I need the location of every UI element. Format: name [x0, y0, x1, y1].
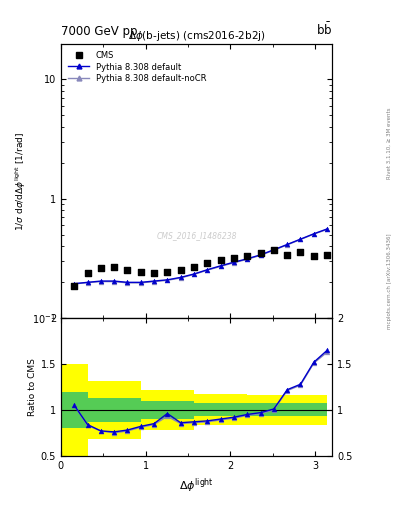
Pythia 8.308 default — [245, 255, 250, 262]
Pythia 8.308 default — [272, 247, 276, 253]
Pythia 8.308 default — [325, 226, 329, 232]
Pythia 8.308 default — [178, 274, 183, 281]
Pythia 8.308 default — [99, 278, 103, 284]
Text: CMS_2016_I1486238: CMS_2016_I1486238 — [156, 231, 237, 240]
Pythia 8.308 default — [112, 278, 116, 284]
Pythia 8.308 default — [72, 281, 77, 287]
Pythia 8.308 default-noCR — [272, 247, 276, 253]
CMS — [178, 266, 184, 274]
Pythia 8.308 default — [205, 267, 209, 273]
CMS — [217, 257, 224, 265]
Pythia 8.308 default — [258, 252, 263, 258]
CMS — [231, 254, 237, 262]
CMS — [111, 263, 117, 271]
Pythia 8.308 default-noCR — [125, 280, 130, 286]
CMS — [324, 251, 330, 259]
CMS — [284, 251, 290, 259]
CMS — [138, 268, 144, 276]
CMS — [71, 282, 77, 290]
Pythia 8.308 default-noCR — [178, 275, 183, 281]
Pythia 8.308 default — [311, 231, 316, 237]
Pythia 8.308 default-noCR — [152, 279, 156, 285]
Legend: CMS, Pythia 8.308 default, Pythia 8.308 default-noCR: CMS, Pythia 8.308 default, Pythia 8.308 … — [65, 48, 210, 87]
Pythia 8.308 default — [285, 242, 290, 248]
CMS — [271, 246, 277, 254]
CMS — [98, 264, 104, 272]
CMS — [151, 269, 157, 277]
Pythia 8.308 default — [152, 278, 156, 284]
CMS — [298, 248, 304, 256]
Pythia 8.308 default — [85, 279, 90, 285]
CMS — [257, 249, 264, 258]
Pythia 8.308 default — [138, 279, 143, 285]
Pythia 8.308 default — [298, 236, 303, 242]
Pythia 8.308 default-noCR — [245, 256, 250, 262]
CMS — [244, 252, 250, 261]
Y-axis label: Ratio to CMS: Ratio to CMS — [28, 358, 37, 416]
Text: mcplots.cern.ch [arXiv:1306.3436]: mcplots.cern.ch [arXiv:1306.3436] — [387, 234, 392, 329]
Pythia 8.308 default-noCR — [205, 267, 209, 273]
Line: Pythia 8.308 default: Pythia 8.308 default — [72, 226, 329, 286]
Pythia 8.308 default — [231, 259, 236, 265]
Text: b$\bar{\rm b}$: b$\bar{\rm b}$ — [316, 22, 332, 38]
CMS — [164, 268, 171, 276]
Line: Pythia 8.308 default-noCR: Pythia 8.308 default-noCR — [72, 227, 329, 286]
Pythia 8.308 default-noCR — [72, 281, 77, 287]
Pythia 8.308 default-noCR — [311, 231, 316, 237]
Pythia 8.308 default-noCR — [112, 279, 116, 285]
Pythia 8.308 default-noCR — [99, 279, 103, 285]
Pythia 8.308 default-noCR — [231, 260, 236, 266]
Text: 7000 GeV pp: 7000 GeV pp — [61, 26, 138, 38]
Y-axis label: 1/$\sigma$ d$\sigma$/d$\Delta\phi^{\rm light}$ [1/rad]: 1/$\sigma$ d$\sigma$/d$\Delta\phi^{\rm l… — [14, 131, 28, 230]
Pythia 8.308 default-noCR — [285, 242, 290, 248]
Title: $\Delta\phi$(b-jets) (cms2016-2b2j): $\Delta\phi$(b-jets) (cms2016-2b2j) — [128, 29, 265, 44]
Text: Rivet 3.1.10, ≥ 3M events: Rivet 3.1.10, ≥ 3M events — [387, 108, 392, 179]
Pythia 8.308 default — [218, 263, 223, 269]
CMS — [310, 251, 317, 260]
Pythia 8.308 default-noCR — [298, 237, 303, 243]
CMS — [84, 269, 91, 277]
CMS — [204, 259, 210, 267]
Pythia 8.308 default — [125, 279, 130, 285]
Pythia 8.308 default-noCR — [165, 277, 170, 283]
Pythia 8.308 default-noCR — [192, 271, 196, 278]
Pythia 8.308 default-noCR — [258, 252, 263, 259]
Pythia 8.308 default-noCR — [218, 263, 223, 269]
Pythia 8.308 default — [165, 277, 170, 283]
CMS — [124, 266, 130, 274]
Pythia 8.308 default-noCR — [138, 280, 143, 286]
CMS — [191, 263, 197, 271]
X-axis label: $\Delta\phi^{\rm light}$: $\Delta\phi^{\rm light}$ — [179, 476, 214, 495]
Pythia 8.308 default-noCR — [325, 226, 329, 232]
Pythia 8.308 default — [192, 271, 196, 277]
Pythia 8.308 default-noCR — [85, 280, 90, 286]
